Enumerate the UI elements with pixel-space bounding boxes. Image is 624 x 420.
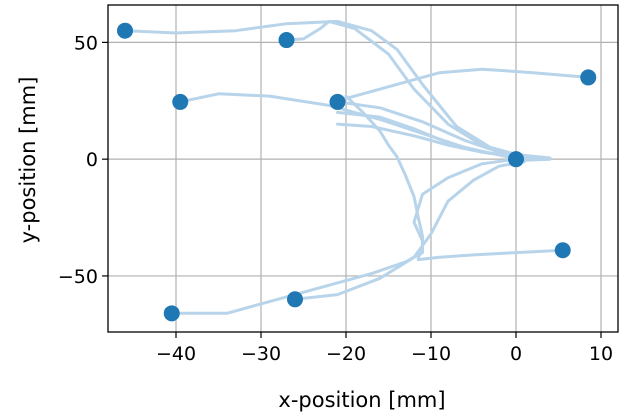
y-axis-ticks: −50 0 50 xyxy=(58,32,108,288)
trajectory-path xyxy=(336,100,526,159)
y-tick-label: 0 xyxy=(86,149,98,171)
data-point xyxy=(287,291,303,308)
plot-frame xyxy=(107,4,619,333)
x-tick-label: −40 xyxy=(156,343,196,365)
trajectory-path xyxy=(336,67,590,103)
y-tick-label: 50 xyxy=(74,32,98,54)
data-point xyxy=(163,305,180,322)
y-axis-label: y-position [mm] xyxy=(16,77,40,244)
trajectory-path xyxy=(416,248,565,262)
x-tick-label: 10 xyxy=(589,343,613,365)
data-point xyxy=(117,22,133,39)
x-axis-label: x-position [mm] xyxy=(278,388,445,412)
x-tick-label: −20 xyxy=(326,343,366,365)
data-point xyxy=(278,32,295,49)
data-point xyxy=(172,93,189,110)
x-axis-ticks: −40 −30 −20 −10 0 10 xyxy=(156,332,613,365)
x-tick-label: −30 xyxy=(241,343,281,365)
x-tick-label: 0 xyxy=(510,343,522,365)
trajectory-paths xyxy=(123,19,590,315)
data-points xyxy=(117,22,597,322)
data-point xyxy=(508,151,524,168)
x-tick-label: −10 xyxy=(411,343,451,365)
trajectory-path xyxy=(336,110,518,159)
data-point xyxy=(329,93,346,110)
y-tick-label: −50 xyxy=(58,266,98,288)
data-point xyxy=(580,69,597,86)
data-point xyxy=(554,242,571,259)
trajectory-path xyxy=(293,160,526,301)
